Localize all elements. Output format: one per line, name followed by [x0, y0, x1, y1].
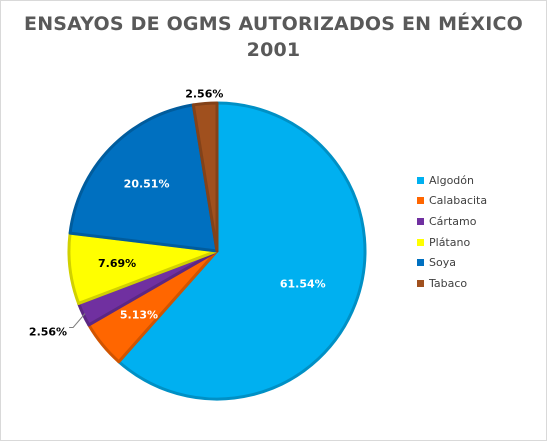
- legend-swatch: [417, 279, 424, 287]
- chart-title: ENSAYOS DE OGMS AUTORIZADOS EN MÉXICO 20…: [0, 11, 547, 63]
- legend-label: Plátano: [429, 235, 471, 249]
- legend-item-tabaco: Tabaco: [417, 273, 537, 294]
- legend-label: Calabacita: [429, 194, 488, 208]
- leader-lines: [69, 313, 86, 328]
- data-label-plátano: 7.69%: [98, 257, 136, 270]
- legend-swatch: [417, 238, 424, 246]
- legend-item-cártamo: Cártamo: [417, 211, 537, 232]
- pie-slice-algodón: [117, 101, 367, 401]
- data-label-algodón: 61.54%: [280, 278, 326, 291]
- legend-swatch: [417, 197, 424, 205]
- leader-line-cártamo: [69, 313, 86, 328]
- data-label-cártamo: 2.56%: [29, 326, 67, 339]
- chart-title-text: ENSAYOS DE OGMS AUTORIZADOS EN MÉXICO: [24, 13, 523, 35]
- chart-subtitle-text: 2001: [246, 39, 301, 61]
- legend-item-algodón: Algodón: [417, 170, 537, 191]
- legend-item-soya: Soya: [417, 252, 537, 273]
- data-label-soya: 20.51%: [124, 177, 170, 190]
- legend: Algodón Calabacita Cártamo Plátano Soya Tabac…: [417, 170, 537, 294]
- pie-slice-soya: [68, 103, 219, 253]
- data-label-calabacita: 5.13%: [120, 309, 158, 322]
- data-labels: 61.54% 5.13% 2.56% 7.69% 20.51% 2.56%: [29, 88, 326, 339]
- legend-label: Tabaco: [429, 276, 468, 290]
- legend-swatch: [417, 176, 424, 184]
- legend-label: Soya: [429, 256, 456, 270]
- legend-label: Cártamo: [429, 214, 477, 228]
- legend-swatch: [417, 217, 424, 225]
- data-label-tabaco: 2.56%: [185, 88, 223, 101]
- legend-item-plátano: Plátano: [417, 232, 537, 253]
- legend-item-calabacita: Calabacita: [417, 191, 537, 212]
- pie-slice-tabaco: [191, 101, 219, 253]
- legend-swatch: [417, 259, 424, 267]
- legend-label: Algodón: [429, 173, 474, 187]
- pie-slices: [67, 101, 367, 401]
